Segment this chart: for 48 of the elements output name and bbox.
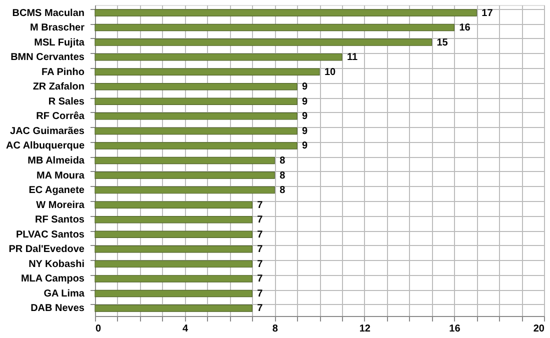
data-label: 7 — [257, 274, 264, 285]
data-label: 16 — [459, 22, 471, 34]
data-label: 7 — [257, 244, 264, 256]
y-tick-label: RF Corrêa — [36, 111, 85, 122]
y-tick-label: NY Kobashi — [28, 258, 85, 270]
y-tick-label: R Sales — [48, 96, 85, 108]
y-tick-label: FA Pinho — [42, 66, 84, 78]
y-tick-label: MSL Fujita — [34, 37, 85, 48]
data-label: 8 — [280, 185, 286, 196]
data-label: 7 — [257, 200, 264, 211]
y-tick-label: PLVAC Santos — [16, 229, 85, 240]
y-tick-label: EC Aganete — [28, 185, 85, 196]
x-tick-label: 12 — [359, 324, 371, 334]
data-label: 8 — [280, 156, 286, 166]
y-tick-label: JAC Guimarães — [10, 126, 85, 137]
data-label: 17 — [482, 8, 494, 19]
data-label: 7 — [257, 229, 264, 240]
x-tick-label: 16 — [449, 324, 461, 334]
data-label: 7 — [257, 214, 264, 226]
data-label: 7 — [257, 258, 264, 270]
y-tick-label: BMN Cervantes — [10, 52, 85, 64]
data-label: 7 — [257, 288, 264, 300]
x-tick-label: 20 — [533, 324, 545, 334]
y-tick-label: GA Lima — [44, 288, 85, 300]
data-label: 9 — [302, 96, 308, 108]
data-label: 15 — [436, 37, 448, 48]
data-label: 10 — [324, 66, 336, 78]
data-label: 11 — [346, 52, 358, 64]
y-tick-label: ZR Zafalon — [32, 82, 84, 93]
data-label: 9 — [302, 126, 308, 137]
data-label: 9 — [302, 140, 308, 152]
y-tick-label: RF Santos — [35, 214, 85, 226]
y-tick-label: AC Albuquerque — [6, 140, 85, 152]
data-label: 8 — [280, 170, 286, 182]
x-tick-label: 4 — [182, 324, 189, 334]
y-tick-label: MB Almeida — [28, 156, 85, 166]
data-label: 9 — [302, 82, 308, 93]
y-tick-label: DAB Neves — [30, 303, 85, 314]
y-tick-label: BCMS Maculan — [12, 8, 84, 19]
data-label: 7 — [257, 303, 264, 314]
y-tick-label: PR Dal'Evedove — [8, 244, 85, 256]
x-tick-label: 8 — [272, 324, 278, 334]
y-tick-label: M Brascher — [30, 22, 85, 34]
y-tick-label: MA Moura — [36, 170, 85, 182]
x-tick-label: 0 — [96, 324, 102, 334]
y-tick-label: W Moreira — [36, 200, 85, 211]
data-label: 9 — [302, 111, 308, 122]
y-tick-label: MLA Campos — [20, 274, 85, 285]
